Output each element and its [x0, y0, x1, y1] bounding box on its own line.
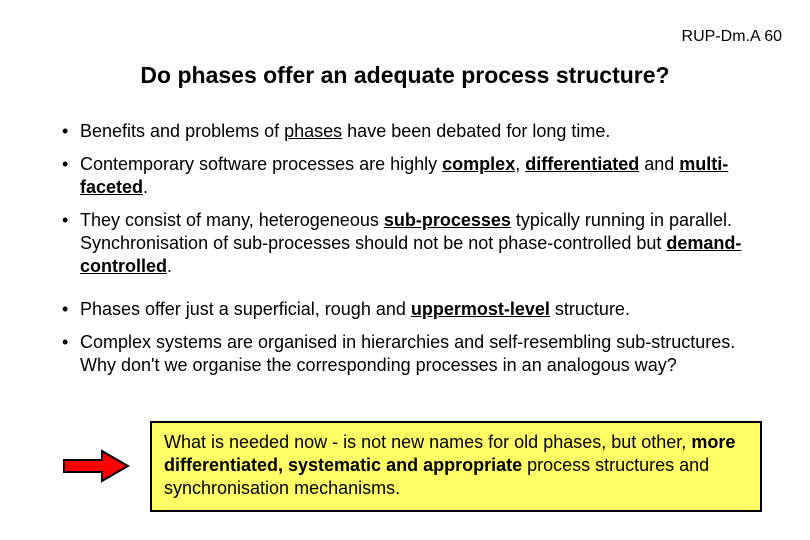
text: and — [639, 154, 679, 174]
emph-differentiated: differentiated — [525, 154, 639, 174]
text: structure. — [550, 299, 630, 319]
bullet-list-1: Benefits and problems of phases have bee… — [62, 120, 762, 278]
text: . — [167, 256, 172, 276]
emph-sub-processes: sub-processes — [384, 210, 511, 230]
bullet-5: Complex systems are organised in hierarc… — [62, 331, 762, 377]
text: . — [143, 177, 148, 197]
text: Contemporary software processes are high… — [80, 154, 442, 174]
emph-uppermost-level: uppermost-level — [411, 299, 550, 319]
slide-title: Do phases offer an adequate process stru… — [0, 62, 810, 89]
list-gap — [62, 288, 762, 298]
text: Complex systems are organised in hierarc… — [80, 332, 735, 375]
bullet-area: Benefits and problems of phases have bee… — [62, 120, 762, 387]
emph-complex: complex — [442, 154, 515, 174]
bullet-1: Benefits and problems of phases have bee… — [62, 120, 762, 143]
bullet-3: They consist of many, heterogeneous sub-… — [62, 209, 762, 278]
bullet-4: Phases offer just a superficial, rough a… — [62, 298, 762, 321]
text: They consist of many, heterogeneous — [80, 210, 384, 230]
arrow-right-icon — [62, 449, 132, 483]
callout-box: What is needed now - is not new names fo… — [150, 421, 762, 512]
text: have been debated for long time. — [342, 121, 610, 141]
text: , — [515, 154, 525, 174]
arrow-shape — [64, 451, 128, 481]
header-label: RUP-Dm.A 60 — [682, 28, 782, 46]
emph-phases: phases — [284, 121, 342, 141]
text: Benefits and problems of — [80, 121, 284, 141]
slide: RUP-Dm.A 60 Do phases offer an adequate … — [0, 0, 810, 540]
callout-row: What is needed now - is not new names fo… — [62, 421, 762, 512]
bullet-list-2: Phases offer just a superficial, rough a… — [62, 298, 762, 377]
text: Phases offer just a superficial, rough a… — [80, 299, 411, 319]
text: What is needed now - is not new names fo… — [164, 432, 691, 452]
bullet-2: Contemporary software processes are high… — [62, 153, 762, 199]
